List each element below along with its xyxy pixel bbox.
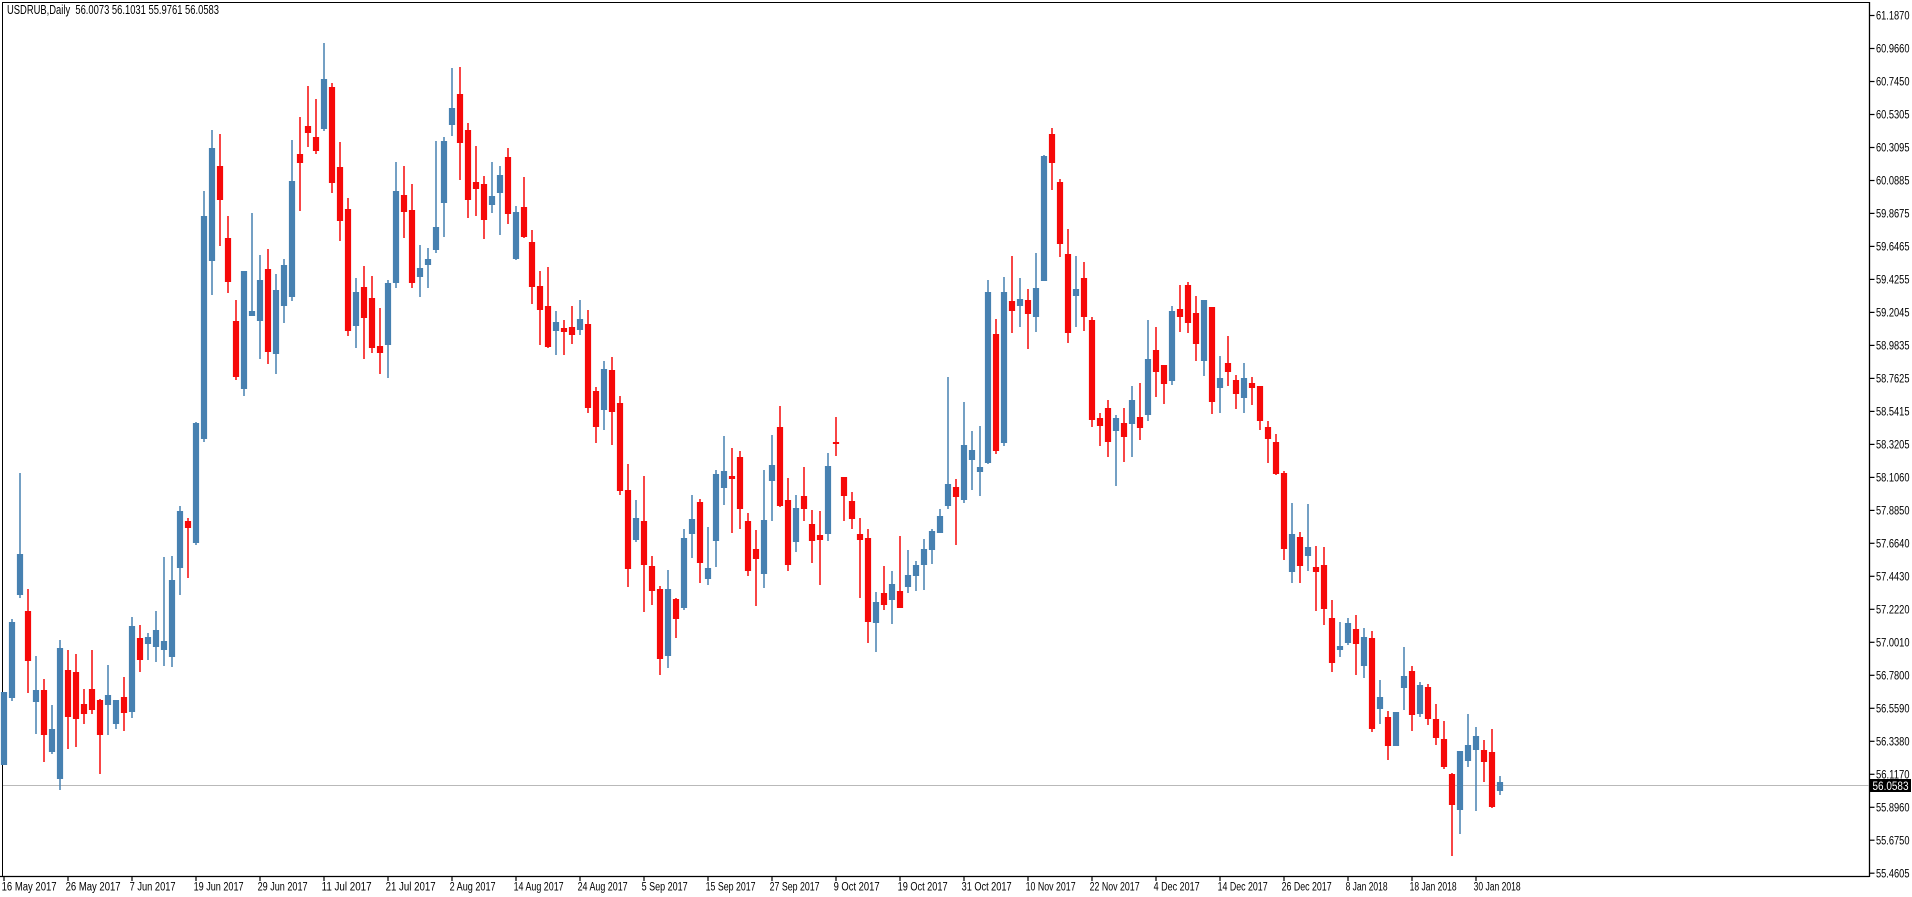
svg-text:59.2045: 59.2045	[1876, 308, 1910, 320]
svg-text:16 May 2017: 16 May 2017	[2, 882, 57, 894]
svg-text:60.5305: 60.5305	[1876, 110, 1910, 122]
svg-text:60.3095: 60.3095	[1876, 143, 1910, 155]
svg-text:18 Jan 2018: 18 Jan 2018	[1410, 882, 1457, 894]
svg-text:58.7625: 58.7625	[1876, 374, 1910, 386]
svg-text:57.4430: 57.4430	[1876, 572, 1910, 584]
svg-text:57.0010: 57.0010	[1876, 638, 1910, 650]
svg-text:58.5415: 58.5415	[1876, 407, 1910, 419]
svg-text:15 Sep 2017: 15 Sep 2017	[706, 882, 756, 894]
svg-text:56.0583: 56.0583	[1873, 781, 1909, 793]
svg-text:55.4605: 55.4605	[1876, 868, 1910, 880]
svg-text:11 Jul 2017: 11 Jul 2017	[322, 882, 372, 894]
svg-text:22 Nov 2017: 22 Nov 2017	[1090, 882, 1140, 894]
svg-text:10 Nov 2017: 10 Nov 2017	[1026, 882, 1076, 894]
svg-text:60.7450: 60.7450	[1876, 77, 1910, 89]
svg-text:55.8960: 55.8960	[1876, 803, 1910, 815]
svg-text:59.6465: 59.6465	[1876, 242, 1910, 254]
svg-text:61.1870: 61.1870	[1876, 11, 1910, 23]
svg-text:8 Jan 2018: 8 Jan 2018	[1346, 882, 1388, 894]
svg-text:58.3205: 58.3205	[1876, 440, 1910, 452]
svg-text:26 Dec 2017: 26 Dec 2017	[1282, 882, 1332, 894]
svg-text:57.6640: 57.6640	[1876, 539, 1910, 551]
svg-text:60.0885: 60.0885	[1876, 176, 1910, 188]
svg-text:19 Jun 2017: 19 Jun 2017	[194, 882, 244, 894]
svg-text:21 Jul 2017: 21 Jul 2017	[386, 882, 436, 894]
svg-text:14 Dec 2017: 14 Dec 2017	[1218, 882, 1268, 894]
svg-text:26 May 2017: 26 May 2017	[66, 882, 121, 894]
svg-text:57.8850: 57.8850	[1876, 506, 1910, 518]
svg-text:USDRUB,Daily 56.0073 56.1031: USDRUB,Daily 56.0073 56.1031 55.9761 56.…	[7, 3, 219, 17]
svg-text:57.2220: 57.2220	[1876, 605, 1910, 617]
svg-text:7 Jun 2017: 7 Jun 2017	[130, 882, 176, 894]
svg-text:29 Jun 2017: 29 Jun 2017	[258, 882, 308, 894]
svg-text:59.8675: 59.8675	[1876, 209, 1910, 221]
svg-text:31 Oct 2017: 31 Oct 2017	[962, 882, 1012, 894]
svg-text:19 Oct 2017: 19 Oct 2017	[898, 882, 948, 894]
svg-text:2 Aug 2017: 2 Aug 2017	[450, 882, 496, 894]
svg-text:60.9660: 60.9660	[1876, 44, 1910, 56]
svg-text:5 Sep 2017: 5 Sep 2017	[642, 882, 688, 894]
svg-text:56.1170: 56.1170	[1876, 770, 1910, 782]
svg-text:24 Aug 2017: 24 Aug 2017	[578, 882, 628, 894]
svg-text:56.7800: 56.7800	[1876, 671, 1910, 683]
svg-text:14 Aug 2017: 14 Aug 2017	[514, 882, 564, 894]
svg-text:30 Jan 2018: 30 Jan 2018	[1474, 882, 1521, 894]
svg-text:56.3380: 56.3380	[1876, 737, 1910, 749]
svg-text:58.9835: 58.9835	[1876, 341, 1910, 353]
svg-text:9 Oct 2017: 9 Oct 2017	[834, 882, 880, 894]
svg-text:56.5590: 56.5590	[1876, 704, 1910, 716]
svg-text:59.4255: 59.4255	[1876, 275, 1910, 287]
svg-text:4 Dec 2017: 4 Dec 2017	[1154, 882, 1200, 894]
svg-text:55.6750: 55.6750	[1876, 836, 1910, 848]
svg-text:27 Sep 2017: 27 Sep 2017	[770, 882, 820, 894]
svg-text:58.1060: 58.1060	[1876, 473, 1910, 485]
